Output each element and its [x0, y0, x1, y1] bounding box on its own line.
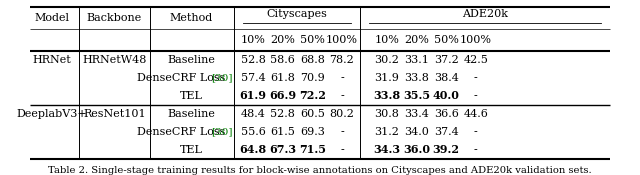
- Text: DenseCRF Loss: DenseCRF Loss: [136, 127, 225, 137]
- Text: -: -: [474, 73, 477, 83]
- Text: TEL: TEL: [180, 145, 203, 155]
- Text: 30.2: 30.2: [374, 55, 399, 65]
- Text: Model: Model: [34, 13, 69, 23]
- Text: 60.5: 60.5: [300, 109, 324, 119]
- Text: 52.8: 52.8: [241, 55, 266, 65]
- Text: 72.2: 72.2: [299, 90, 326, 101]
- Text: 33.8: 33.8: [404, 73, 429, 83]
- Text: 31.2: 31.2: [374, 127, 399, 137]
- Text: 30.8: 30.8: [374, 109, 399, 119]
- Text: Baseline: Baseline: [168, 55, 216, 65]
- Text: 50%: 50%: [434, 35, 459, 45]
- Text: [30]: [30]: [211, 127, 233, 136]
- Text: 31.9: 31.9: [374, 73, 399, 83]
- Text: 69.3: 69.3: [300, 127, 324, 137]
- Text: DeeplabV3+: DeeplabV3+: [16, 109, 87, 119]
- Text: 40.0: 40.0: [433, 90, 460, 101]
- Text: 35.5: 35.5: [403, 90, 430, 101]
- Text: HRNet: HRNet: [32, 55, 71, 65]
- Text: HRNetW48: HRNetW48: [83, 55, 147, 65]
- Text: 68.8: 68.8: [300, 55, 324, 65]
- Text: 78.2: 78.2: [330, 55, 355, 65]
- Text: Table 2. Single-stage training results for block-wise annotations on Cityscapes : Table 2. Single-stage training results f…: [48, 166, 592, 175]
- Text: 50%: 50%: [300, 35, 324, 45]
- Text: Backbone: Backbone: [87, 13, 142, 23]
- Text: -: -: [340, 73, 344, 83]
- Text: 34.3: 34.3: [373, 144, 401, 155]
- Text: ResNet101: ResNet101: [83, 109, 146, 119]
- Text: -: -: [340, 127, 344, 137]
- Text: 33.4: 33.4: [404, 109, 429, 119]
- Text: 71.5: 71.5: [299, 144, 326, 155]
- Text: 61.8: 61.8: [270, 73, 295, 83]
- Text: 20%: 20%: [270, 35, 295, 45]
- Text: -: -: [340, 145, 344, 155]
- Text: 20%: 20%: [404, 35, 429, 45]
- Text: ADE20k: ADE20k: [462, 9, 508, 19]
- Text: 37.2: 37.2: [434, 55, 458, 65]
- Text: [30]: [30]: [211, 74, 233, 82]
- Text: -: -: [474, 91, 477, 101]
- Text: -: -: [340, 91, 344, 101]
- Text: 36.0: 36.0: [403, 144, 430, 155]
- Text: DenseCRF Loss: DenseCRF Loss: [136, 73, 225, 83]
- Text: 10%: 10%: [374, 35, 399, 45]
- Text: 57.4: 57.4: [241, 73, 266, 83]
- Text: 42.5: 42.5: [463, 55, 488, 65]
- Text: 37.4: 37.4: [434, 127, 458, 137]
- Text: Method: Method: [170, 13, 213, 23]
- Text: 80.2: 80.2: [330, 109, 355, 119]
- Text: 100%: 100%: [460, 35, 492, 45]
- Text: Cityscapes: Cityscapes: [266, 9, 327, 19]
- Text: 48.4: 48.4: [241, 109, 266, 119]
- Text: 61.9: 61.9: [239, 90, 267, 101]
- Text: 55.6: 55.6: [241, 127, 266, 137]
- Text: 34.0: 34.0: [404, 127, 429, 137]
- Text: 39.2: 39.2: [433, 144, 460, 155]
- Text: 36.6: 36.6: [434, 109, 459, 119]
- Text: -: -: [474, 127, 477, 137]
- Text: 70.9: 70.9: [300, 73, 324, 83]
- Text: 67.3: 67.3: [269, 144, 296, 155]
- Text: -: -: [474, 145, 477, 155]
- Text: 10%: 10%: [241, 35, 266, 45]
- Text: 33.1: 33.1: [404, 55, 429, 65]
- Text: 100%: 100%: [326, 35, 358, 45]
- Text: 33.8: 33.8: [373, 90, 401, 101]
- Text: 66.9: 66.9: [269, 90, 296, 101]
- Text: 52.8: 52.8: [270, 109, 295, 119]
- Text: 58.6: 58.6: [270, 55, 295, 65]
- Text: TEL: TEL: [180, 91, 203, 101]
- Text: 61.5: 61.5: [270, 127, 295, 137]
- Text: 38.4: 38.4: [434, 73, 459, 83]
- Text: Baseline: Baseline: [168, 109, 216, 119]
- Text: 64.8: 64.8: [239, 144, 267, 155]
- Text: 44.6: 44.6: [463, 109, 488, 119]
